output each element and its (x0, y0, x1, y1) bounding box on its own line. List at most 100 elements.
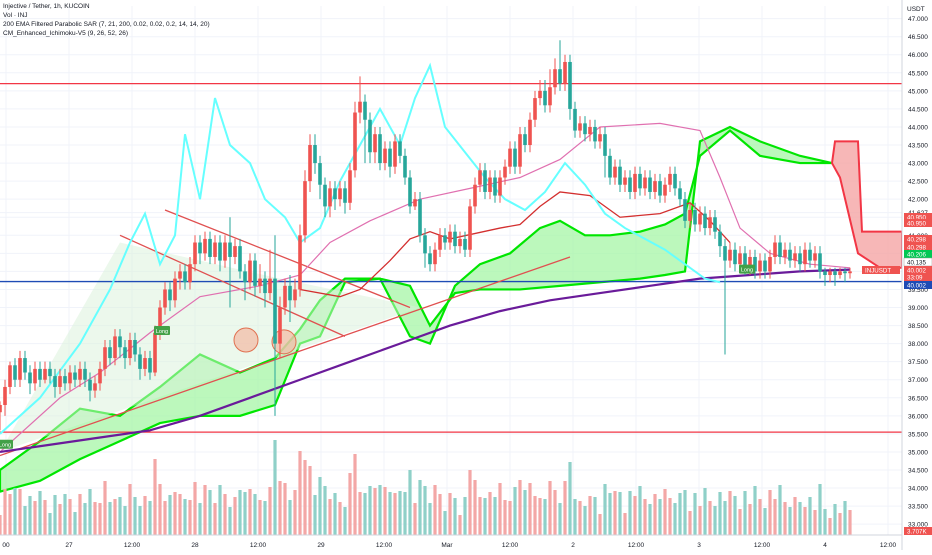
y-tick-label: 37.000 (908, 377, 928, 384)
candle-body (753, 256, 757, 272)
volume-bar (133, 497, 137, 535)
volume-bar (393, 493, 397, 535)
candle-body (423, 235, 427, 254)
candle-body (588, 126, 592, 135)
candle-body (128, 340, 132, 359)
indicator-ichimoku: CM_Enhanced_Ichimoku-V5 (9, 26, 52, 26) (3, 30, 129, 37)
x-tick-label: 3 (697, 542, 701, 549)
volume-bar (778, 485, 782, 535)
indicator-volume: Vol · INJ (3, 12, 28, 19)
candle-body (123, 347, 127, 359)
candle-body (158, 307, 162, 333)
volume-bar (453, 498, 457, 535)
candle-body (793, 253, 797, 261)
volume-bar (333, 493, 337, 535)
candle-body (558, 69, 562, 84)
volume-bar (823, 509, 827, 535)
x-tick-label: 2 (571, 542, 575, 549)
candle-body (608, 155, 612, 178)
x-tick-label: 29 (317, 542, 325, 549)
downtrend-line-2 (164, 209, 411, 309)
volume-bar (728, 491, 732, 535)
downtrend-line-1 (119, 234, 346, 337)
volume-bar (498, 483, 502, 535)
price-label: INJUSDT (865, 268, 891, 275)
price-label: 40.950 (907, 215, 926, 222)
candle-body (783, 249, 787, 257)
y-tick-label: 42.000 (908, 197, 928, 204)
volume-bar (773, 499, 777, 535)
y-tick-label: 42.500 (908, 179, 928, 186)
volume-bar (743, 491, 747, 535)
candle-body (683, 199, 687, 221)
candle-body (593, 126, 597, 142)
volume-bar (418, 480, 422, 535)
volume-bar (33, 501, 37, 535)
price-label: 40.002 (907, 268, 926, 275)
volume-bar (308, 466, 312, 535)
volume-bar (443, 511, 447, 535)
y-tick-label: 39.500 (908, 287, 928, 294)
candle-body (748, 256, 752, 268)
volume-bar (658, 499, 662, 535)
chikou-line (0, 122, 851, 453)
candle-body (493, 177, 497, 196)
volume-bar (608, 493, 612, 535)
long-marker-label: Long (156, 329, 168, 335)
volume-bar (413, 503, 417, 535)
volume-bar (378, 485, 382, 535)
price-label: 40.298 (907, 245, 926, 252)
volume-bar (198, 503, 202, 535)
candle-body (138, 354, 142, 369)
volume-bar (28, 496, 32, 535)
volume-bar (523, 490, 527, 535)
price-label-bg (862, 266, 900, 274)
volume-bar (588, 496, 592, 535)
volume-bar (318, 477, 322, 535)
candle-body (583, 123, 587, 135)
volume-bar (628, 491, 632, 535)
volume-bar (93, 502, 97, 535)
y-tick-label: 36.000 (908, 413, 928, 420)
candle-body (523, 134, 527, 146)
volume-bar (368, 486, 372, 535)
volume-bar (838, 513, 842, 535)
volume-bar (363, 493, 367, 535)
volume-bar (648, 504, 652, 535)
candle-body (23, 358, 27, 373)
candle-body (88, 379, 92, 391)
x-tick-label: 12:00 (124, 542, 141, 549)
candle-body (463, 238, 467, 250)
candle-body (73, 372, 77, 380)
volume-bar (228, 507, 232, 535)
candle-body (538, 90, 542, 99)
volume-bar (63, 494, 67, 535)
volume-bar (833, 504, 837, 535)
volume-bar (108, 502, 112, 535)
candle-body (828, 271, 832, 276)
candle-body (68, 372, 72, 384)
volume-bar (383, 487, 387, 535)
candle-body (513, 148, 517, 167)
price-label-bg (904, 527, 932, 535)
volume-bar (193, 482, 197, 535)
candle-body (453, 231, 457, 247)
candle-body (413, 199, 417, 207)
volume-bar (458, 515, 462, 535)
y-tick-label: 35.500 (908, 431, 928, 438)
volume-bar (763, 508, 767, 535)
candle-body (433, 249, 437, 265)
volume-bar (203, 485, 207, 535)
volume-bar (8, 494, 12, 535)
volume-bar (38, 491, 42, 535)
candle-body (438, 235, 442, 250)
chart-legend: Injective / Tether, 1h, KUCOIN Vol · INJ… (3, 2, 210, 38)
candle-body (163, 289, 167, 308)
candle-body (698, 213, 702, 225)
candle-body (213, 242, 217, 257)
candle-body (43, 368, 47, 380)
candle-body (788, 249, 792, 261)
candle-body (0, 405, 2, 413)
